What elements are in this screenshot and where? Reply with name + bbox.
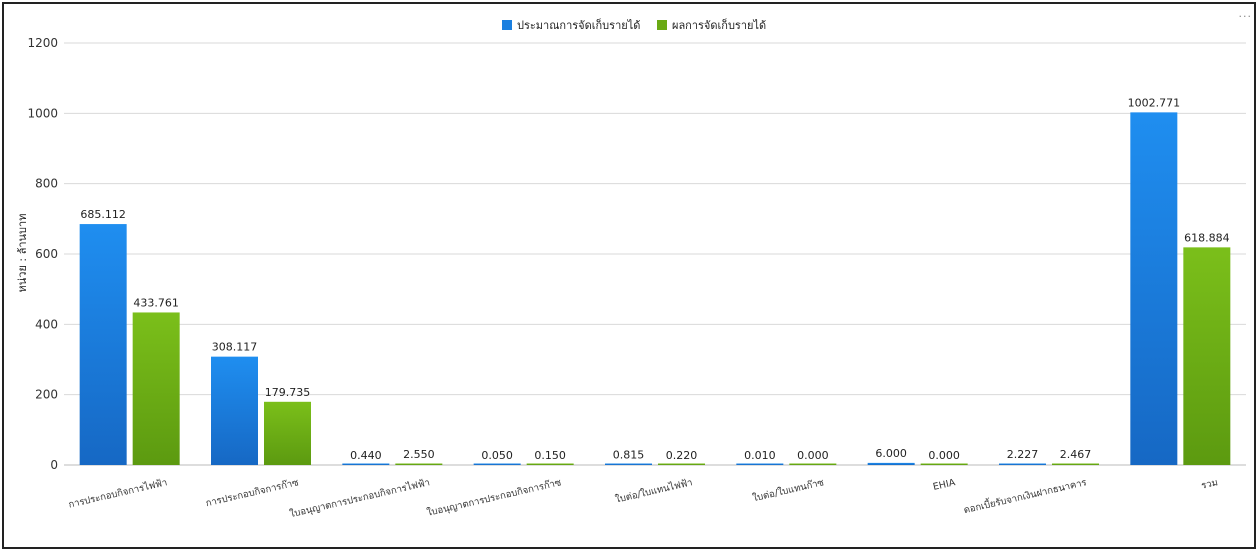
x-tick-label: EHIA [932,477,957,493]
x-axis: การประกอบกิจการไฟฟ้า การประกอบกิจการก๊าซใ… [67,475,1219,520]
data-label: 0.000 [797,449,829,462]
bar-estimate[interactable] [1130,112,1178,466]
bar-actual[interactable] [132,312,180,465]
data-label: 685.112 [80,208,126,221]
bar-actual[interactable] [1052,463,1099,466]
bar-actual[interactable] [395,463,443,466]
data-label: 308.117 [212,341,258,354]
data-label: 0.050 [481,449,513,462]
data-label: 0.000 [928,449,960,462]
bars [79,112,1231,466]
y-tick-label: 400 [35,317,58,331]
x-tick-label: ใบอนุญาตการประกอบกิจการก๊าซ [426,476,563,519]
data-label: 6.000 [875,447,907,460]
bar-estimate[interactable] [342,463,390,466]
bar-estimate[interactable] [79,224,127,465]
y-axis: 0 200 400 600 800 1000 1200 [27,36,58,472]
data-label: 0.220 [666,449,698,462]
legend-label: ผลการจัดเก็บรายได้ [672,18,766,32]
bar-estimate[interactable] [867,462,915,465]
bar-actual[interactable] [658,463,705,466]
x-tick-label: การประกอบกิจการก๊าซ [204,476,300,509]
data-label: 433.761 [133,296,179,309]
bar-estimate[interactable] [605,463,652,466]
legend: ประมาณการจัดเก็บรายได้ ผลการจัดเก็บรายได้ [502,18,766,32]
y-tick-label: 800 [35,177,58,191]
data-label: 0.010 [744,449,776,462]
y-tick-label: 0 [50,458,58,472]
bar-estimate[interactable] [211,356,258,465]
x-tick-label: ใบต่อ/ใบแทนไฟฟ้า [614,476,694,505]
data-label: 1002.771 [1128,96,1181,109]
bar-estimate[interactable] [473,463,521,466]
x-tick-label: ใบต่อ/ใบแทนก๊าซ [751,476,825,504]
x-tick-label: รวม [1200,477,1219,491]
data-label: 2.227 [1007,448,1039,461]
bar-actual[interactable] [1183,247,1231,465]
y-tick-label: 200 [35,388,58,402]
bar-estimate[interactable] [736,463,784,466]
bar-actual[interactable] [920,463,968,466]
y-tick-label: 1200 [27,36,58,50]
bar-actual[interactable] [526,463,574,466]
y-tick-label: 1000 [27,106,58,120]
data-labels: 685.112 433.761 308.117 179.735 0.440 2.550 0.… [80,96,1229,462]
data-label: 179.735 [265,386,311,399]
data-label: 0.440 [350,449,382,462]
data-label: 2.550 [403,448,435,461]
legend-swatch-estimate [502,20,512,30]
data-label: 0.815 [613,449,645,462]
more-options-icon[interactable]: ··· [1238,10,1252,23]
data-label: 0.150 [534,449,566,462]
x-tick-label: ใบอนุญาตการประกอบกิจการไฟฟ้า [289,476,431,520]
y-tick-label: 600 [35,247,58,261]
x-tick-label: ดอกเบี้ยรับจากเงินฝากธนาคาร [962,475,1087,516]
grid-lines [64,42,1246,466]
data-label: 2.467 [1060,448,1092,461]
legend-swatch-actual [657,20,667,30]
bar-actual[interactable] [264,401,311,465]
bar-estimate[interactable] [999,463,1046,466]
legend-label: ประมาณการจัดเก็บรายได้ [517,18,640,32]
y-axis-label: หน่วย : ล้านบาท [16,214,29,293]
x-tick-label: การประกอบกิจการไฟฟ้า [67,476,168,510]
data-label: 618.884 [1184,231,1230,244]
bar-actual[interactable] [789,463,837,466]
